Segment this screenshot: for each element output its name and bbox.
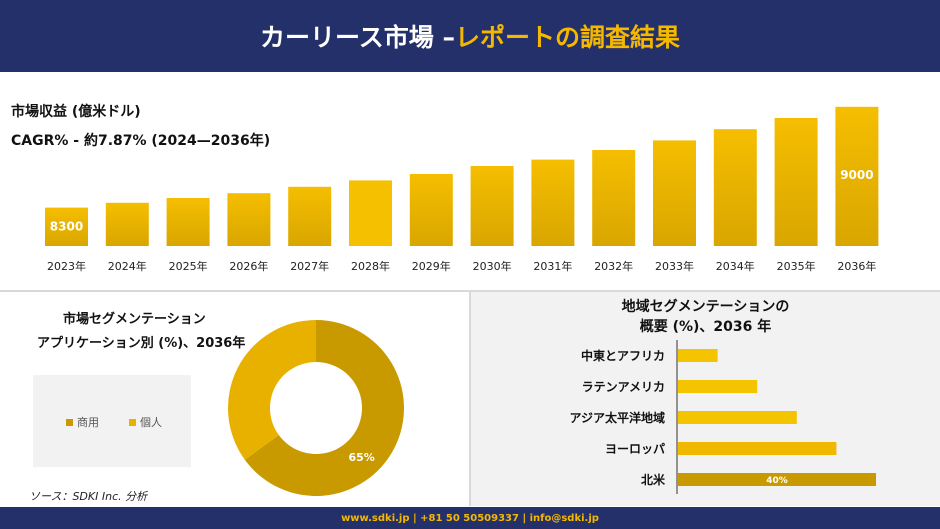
header-title-main: カーリース市場 –	[260, 23, 455, 52]
source-note: ソース：SDKI Inc. 分析	[29, 490, 148, 503]
footer-bar: www.sdki.jp | +81 50 50509337 | info@sdk…	[0, 507, 940, 529]
footer-contact: www.sdki.jp | +81 50 50509337 | info@sdk…	[341, 512, 599, 524]
regional-panel	[471, 292, 940, 506]
legend-label-personal: 個人	[140, 416, 162, 429]
bar-2023年	[45, 207, 88, 246]
bar-2030年	[470, 166, 514, 246]
bar-2032年	[592, 150, 636, 246]
application-donut-chart: 65%	[228, 320, 404, 496]
x-tick-label: 2027年	[290, 259, 329, 273]
header-title-accent: レポートの調査結果	[454, 23, 680, 52]
bar-2024年	[105, 202, 149, 246]
pie-legend	[33, 375, 191, 467]
legend-item-commercial: 商用	[66, 414, 99, 430]
section-divider	[0, 290, 940, 292]
y-tick-label: 中東とアフリカ	[581, 348, 665, 363]
x-tick-label: 2029年	[412, 259, 451, 273]
bar-2028年	[349, 180, 392, 246]
bar-2033年	[653, 140, 696, 246]
pie-title-line2: アプリケーション別 (%)、2036年	[37, 336, 246, 351]
y-tick-label: ヨーロッパ	[605, 442, 665, 456]
x-tick-label: 2026年	[229, 259, 268, 273]
y-tick-label: 北米	[641, 472, 666, 487]
x-tick-label: 2025年	[169, 259, 208, 273]
x-tick-label: 2036年	[837, 259, 876, 273]
hbar-中東とアフリカ	[678, 349, 718, 362]
x-tick-label: 2034年	[716, 259, 755, 273]
region-title-line1: 地域セグメンテーションの	[621, 299, 790, 315]
data-label: 9000	[840, 168, 873, 182]
donut-slice-商用	[244, 320, 404, 496]
panel-divider	[469, 292, 471, 506]
legend-swatch-personal	[129, 418, 136, 426]
legend-swatch-commercial	[66, 418, 73, 426]
y-tick-label: ラテンアメリカ	[582, 380, 665, 394]
bar-2027年	[288, 186, 332, 246]
cagr-label: CAGR% - 約7.87% (2024—2036年)	[11, 133, 271, 149]
hbar-ラテンアメリカ	[678, 380, 758, 393]
bar-2026年	[227, 193, 271, 246]
donut-slice-個人	[228, 320, 316, 460]
x-tick-label: 2028年	[351, 259, 390, 273]
x-tick-label: 2032年	[594, 259, 633, 273]
bar-2029年	[409, 174, 453, 246]
pie-title-line1: 市場セグメンテーション	[63, 312, 206, 327]
bar-2031年	[531, 159, 575, 246]
legend-item-personal: 個人	[129, 414, 162, 430]
region-title-line2: 概要 (%)、2036 年	[639, 319, 772, 335]
hbar-アジア太平洋地域	[678, 411, 797, 424]
market-revenue-bar-chart: 2023年 8300 2024年 2025年 2026年 2027年 2028年 2029年 2…	[45, 106, 879, 273]
bar-2035年	[774, 118, 818, 246]
x-tick-label: 2033年	[655, 259, 694, 273]
x-tick-label: 2031年	[533, 259, 572, 273]
x-tick-label: 2030年	[473, 259, 512, 273]
market-revenue-label: 市場収益 (億米ドル)	[11, 104, 141, 120]
data-label: 8300	[50, 220, 83, 234]
x-tick-label: 2024年	[108, 259, 147, 273]
hbar-北米	[678, 473, 876, 486]
hbar-data-label: 40%	[766, 476, 788, 486]
header-banner: カーリース市場 – レポートの調査結果	[0, 0, 940, 72]
bar-2025年	[166, 198, 210, 246]
bar-2036年	[835, 106, 879, 246]
x-tick-label: 2035年	[777, 259, 816, 273]
x-tick-label: 2023年	[47, 259, 86, 273]
legend-label-commercial: 商用	[77, 416, 99, 429]
hbar-ヨーロッパ	[678, 442, 837, 455]
bar-2034年	[713, 129, 757, 246]
y-tick-label: アジア太平洋地域	[569, 410, 665, 425]
donut-label: 65%	[348, 451, 374, 464]
